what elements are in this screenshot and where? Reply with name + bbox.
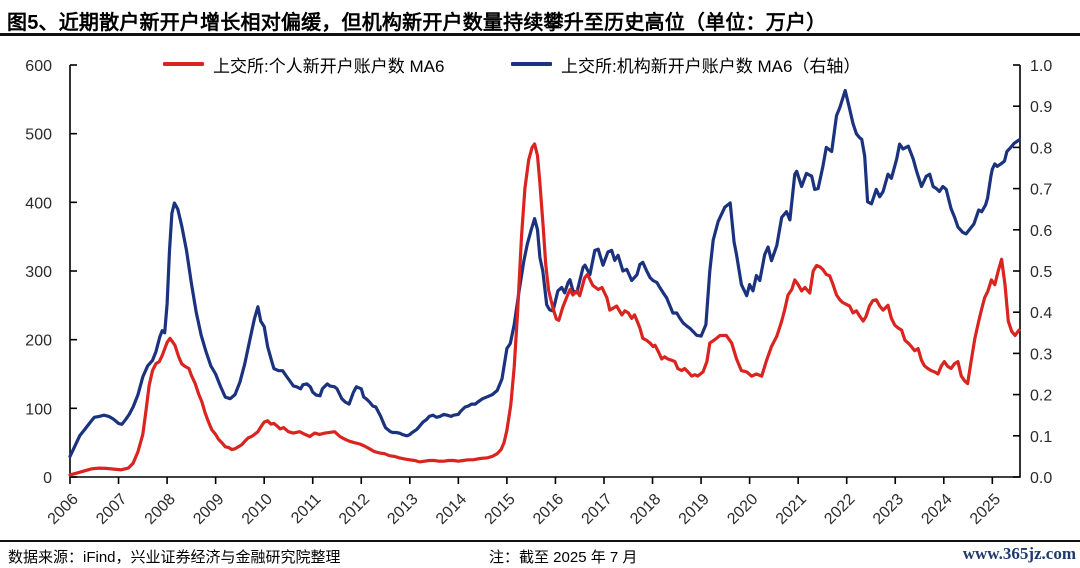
title-divider <box>0 33 1080 36</box>
x-axis-label: 2011 <box>288 491 324 527</box>
x-axis-label: 2024 <box>918 491 955 528</box>
page-title: 图5、近期散户新开户增长相对偏缓，但机构新开户数量持续攀升至历史高位（单位：万户… <box>7 12 827 34</box>
left-axis-label: 400 <box>25 195 52 212</box>
x-axis-label: 2014 <box>433 491 470 528</box>
legend-item-institution: 上交所:机构新开户账户数 MA6（右轴） <box>511 54 861 76</box>
left-axis-label: 0 <box>43 470 52 487</box>
right-axis-label: 0.0 <box>1030 470 1052 487</box>
left-axis-label: 500 <box>25 127 52 144</box>
legend-label-individual: 上交所:个人新开户账户数 MA6 <box>213 56 445 76</box>
x-axis-label: 2017 <box>579 491 616 528</box>
x-axis-label: 2009 <box>190 491 227 528</box>
x-axis-label: 2025 <box>967 491 1004 528</box>
left-axis-label: 200 <box>25 333 52 350</box>
right-axis-label: 0.4 <box>1030 305 1052 322</box>
x-axis-label: 2018 <box>627 491 664 528</box>
x-axis-label: 2019 <box>676 491 713 528</box>
left-axis-label: 100 <box>25 401 52 418</box>
individual-series-line <box>68 142 1021 477</box>
right-axis-label: 0.2 <box>1030 388 1052 405</box>
x-axis-label: 2023 <box>870 491 907 528</box>
right-axis-label: 0.7 <box>1030 182 1052 199</box>
x-axis-label: 2006 <box>45 491 82 528</box>
institution-series-line <box>68 88 1021 458</box>
x-axis-label: 2020 <box>724 491 761 528</box>
x-axis-label: 2021 <box>773 491 810 528</box>
left-axis-label: 600 <box>25 58 52 75</box>
right-axis-label: 1.0 <box>1030 58 1052 75</box>
right-axis-label: 0.5 <box>1030 264 1052 281</box>
x-axis-label: 2015 <box>482 491 519 528</box>
legend-item-individual: 上交所:个人新开户账户数 MA6 <box>163 54 445 76</box>
x-axis-label: 2008 <box>142 491 179 528</box>
x-axis-label: 2012 <box>336 491 373 528</box>
footer-source: 数据来源：iFind，兴业证券经济与金融研究院整理 <box>8 549 341 566</box>
site-link[interactable]: www.365jz.com <box>962 544 1076 563</box>
right-axis-label: 0.6 <box>1030 223 1052 240</box>
footer-note: 注：截至 2025 年 7 月 <box>489 549 638 566</box>
x-axis-label: 2010 <box>239 491 276 528</box>
legend-label-institution: 上交所:机构新开户账户数 MA6（右轴） <box>561 56 861 76</box>
right-axis-label: 0.3 <box>1030 346 1052 363</box>
red-line-swatch-icon <box>163 61 204 67</box>
right-axis-label: 0.1 <box>1030 429 1052 446</box>
blue-line-swatch-icon <box>511 61 552 67</box>
x-axis-label: 2007 <box>93 491 130 528</box>
left-axis-label: 300 <box>25 264 52 281</box>
right-axis-label: 0.9 <box>1030 99 1052 116</box>
x-axis-label: 2013 <box>384 491 421 528</box>
x-axis-label: 2016 <box>530 491 567 528</box>
footer-divider <box>0 540 1080 542</box>
x-axis-label: 2022 <box>821 491 858 528</box>
right-axis-label: 0.8 <box>1030 140 1052 157</box>
